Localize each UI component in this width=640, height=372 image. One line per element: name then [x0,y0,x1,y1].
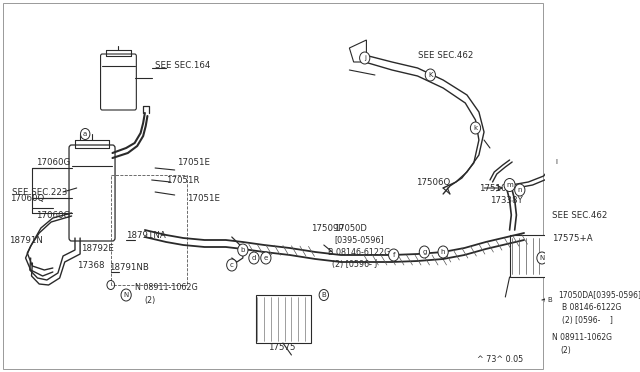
Text: (2) [0596-: (2) [0596- [332,260,372,269]
Text: 17060Q: 17060Q [10,193,44,202]
Text: 17050DA[0395-0596]: 17050DA[0395-0596] [558,291,640,299]
FancyBboxPatch shape [69,145,115,241]
Text: ^ 73^ 0.05: ^ 73^ 0.05 [477,356,524,365]
Text: B: B [547,297,552,303]
Circle shape [470,122,481,134]
Text: B: B [321,292,326,298]
Text: m: m [506,182,513,188]
Text: 17051R: 17051R [166,176,200,185]
Text: 17051E: 17051E [188,193,220,202]
Circle shape [237,244,248,256]
Circle shape [319,289,328,301]
Polygon shape [349,40,367,62]
Text: SEE SEC.462: SEE SEC.462 [417,51,473,60]
Text: h: h [441,249,445,255]
Text: 17051E: 17051E [177,157,211,167]
Text: J: J [375,260,377,269]
Circle shape [504,179,515,192]
Text: 18792E: 18792E [81,244,114,253]
Text: 18791NA: 18791NA [126,231,166,240]
Text: B 08146-6122G: B 08146-6122G [328,247,390,257]
Text: j: j [364,55,365,61]
Text: SEE SEC.164: SEE SEC.164 [155,61,211,70]
FancyBboxPatch shape [255,295,311,343]
Circle shape [545,295,554,305]
Text: 17338Y: 17338Y [490,196,523,205]
Text: 18791N: 18791N [8,235,42,244]
Text: (2) [0596-    ]: (2) [0596- ] [563,317,613,326]
FancyBboxPatch shape [509,235,614,277]
Circle shape [227,259,237,271]
Circle shape [249,252,259,264]
FancyBboxPatch shape [100,54,136,110]
Text: SEE SEC.462: SEE SEC.462 [552,211,607,219]
Circle shape [515,184,525,196]
Text: (2): (2) [561,346,572,356]
Text: (2): (2) [145,295,156,305]
Text: e: e [264,255,268,261]
Text: 17575+A: 17575+A [552,234,593,243]
Circle shape [537,252,547,264]
Circle shape [425,69,435,81]
Text: c: c [230,262,234,268]
Text: B 08146-6122G: B 08146-6122G [563,304,622,312]
Text: SEE SEC.223: SEE SEC.223 [12,187,67,196]
Text: b: b [241,247,245,253]
Text: n: n [518,187,522,193]
Text: 17060G: 17060G [36,157,70,167]
Text: k: k [474,125,477,131]
Text: [0395-0596]: [0395-0596] [334,235,384,244]
Circle shape [121,289,131,301]
Circle shape [388,249,399,261]
Circle shape [419,246,429,258]
Text: N 08911-1062G: N 08911-1062G [552,334,612,343]
Text: 17506Q: 17506Q [416,177,450,186]
Text: 17368: 17368 [77,260,104,269]
Circle shape [551,156,561,168]
Text: 17510: 17510 [479,183,506,192]
Text: N 08911-1062G: N 08911-1062G [134,283,197,292]
Circle shape [81,128,90,140]
Text: g: g [422,249,426,255]
Text: N: N [540,255,545,261]
Text: l: l [556,159,557,165]
Circle shape [360,52,370,64]
Text: N: N [124,292,129,298]
Circle shape [438,246,448,258]
Text: 17050D: 17050D [334,224,367,232]
Text: 17575: 17575 [268,343,296,353]
Text: 18791NB: 18791NB [109,263,149,273]
Text: d: d [252,255,256,261]
Text: a: a [83,131,87,137]
Text: K: K [428,72,433,78]
Text: 17060G: 17060G [36,211,70,219]
Text: f: f [392,252,395,258]
Circle shape [260,252,271,264]
Text: 17509P: 17509P [311,224,344,232]
